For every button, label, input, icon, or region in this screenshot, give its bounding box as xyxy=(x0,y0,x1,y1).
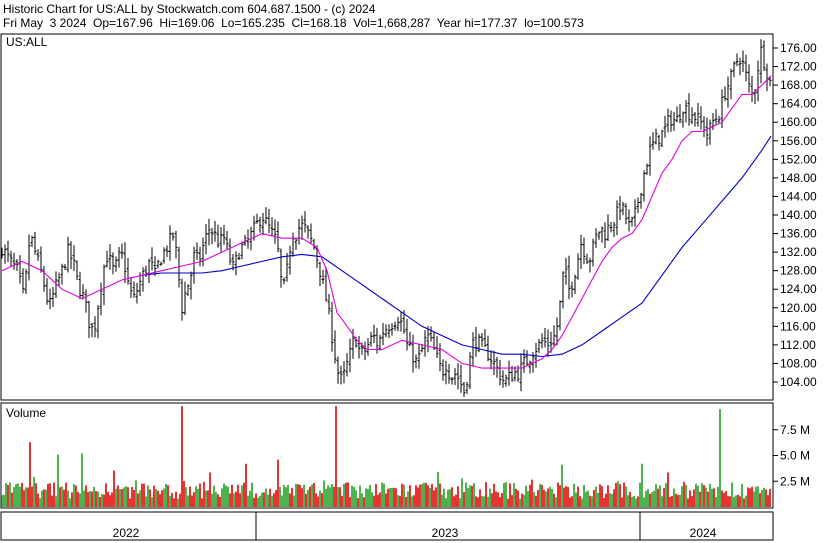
y-tick-label: 108.00 xyxy=(780,356,817,370)
y-tick-label: 152.00 xyxy=(780,152,817,166)
price-panel-label: US:ALL xyxy=(6,35,48,49)
chart-header-quote: Fri May 3 2024 Op=167.96 Hi=169.06 Lo=16… xyxy=(3,16,584,30)
volume-tick-label: 2.5 M xyxy=(780,474,810,488)
sma-fast-line xyxy=(1,75,772,369)
y-tick-label: 148.00 xyxy=(780,171,817,185)
volume-panel-label: Volume xyxy=(6,406,46,420)
y-tick-label: 160.00 xyxy=(780,115,817,129)
y-tick-label: 132.00 xyxy=(780,245,817,259)
y-tick-label: 112.00 xyxy=(780,338,816,352)
y-tick-label: 104.00 xyxy=(780,375,817,389)
y-tick-label: 144.00 xyxy=(780,189,817,203)
y-tick-label: 124.00 xyxy=(780,282,817,296)
y-tick-label: 120.00 xyxy=(780,301,817,315)
y-tick-label: 136.00 xyxy=(780,227,817,241)
y-tick-label: 164.00 xyxy=(780,97,817,111)
volume-tick-label: 7.5 M xyxy=(780,423,810,437)
sma-slow-line xyxy=(141,135,772,358)
y-tick-label: 156.00 xyxy=(780,134,817,148)
y-tick-label: 168.00 xyxy=(780,78,817,92)
date-axis-frame xyxy=(0,511,774,541)
y-tick-label: 172.00 xyxy=(780,60,817,74)
chart-header-title: Historic Chart for US:ALL by Stockwatch.… xyxy=(3,2,376,16)
volume-tick-label: 5.0 M xyxy=(780,449,810,463)
x-tick-label: 2024 xyxy=(690,526,717,540)
y-tick-label: 140.00 xyxy=(780,208,817,222)
x-tick-label: 2022 xyxy=(113,526,140,540)
y-tick-label: 116.00 xyxy=(780,319,816,333)
price-panel-frame xyxy=(0,33,774,401)
y-tick-label: 176.00 xyxy=(780,41,817,55)
x-tick-label: 2023 xyxy=(432,526,459,540)
y-tick-label: 128.00 xyxy=(780,264,817,278)
